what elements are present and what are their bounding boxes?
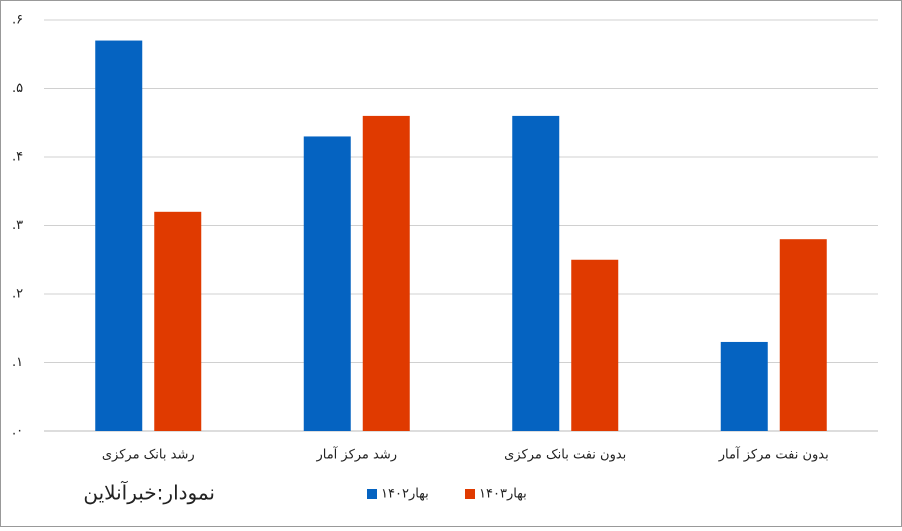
x-tick-label: رشد مرکز آمار bbox=[315, 446, 397, 463]
legend-label: بهار۱۴۰۳ bbox=[479, 487, 527, 502]
y-tick-label: .۳ bbox=[12, 218, 23, 233]
y-tick-label: .۱ bbox=[12, 355, 23, 370]
bar bbox=[362, 115, 410, 432]
y-tick-label: .۶ bbox=[12, 13, 23, 28]
bar bbox=[154, 211, 202, 431]
y-tick-label: .۰ bbox=[12, 424, 23, 439]
y-tick-label: .۵ bbox=[12, 81, 23, 96]
bar bbox=[779, 239, 827, 431]
bar bbox=[303, 136, 351, 431]
y-tick-label: .۲ bbox=[12, 287, 23, 302]
legend-swatch bbox=[465, 489, 475, 499]
annotation: نمودار:خبرآنلاین bbox=[83, 480, 215, 505]
legend-swatch bbox=[367, 489, 377, 499]
x-tick-label: بدون نفت بانک مرکزی bbox=[504, 448, 626, 463]
y-tick-label: .۴ bbox=[12, 150, 23, 165]
legend-label: بهار۱۴۰۲ bbox=[381, 487, 429, 502]
bar bbox=[95, 40, 143, 432]
bar bbox=[512, 115, 560, 432]
x-tick-label: رشد بانک مرکزی bbox=[102, 448, 195, 463]
x-tick-label: بدون نفت مرکز آمار bbox=[718, 446, 829, 463]
bar bbox=[720, 341, 768, 431]
bar bbox=[571, 259, 619, 431]
